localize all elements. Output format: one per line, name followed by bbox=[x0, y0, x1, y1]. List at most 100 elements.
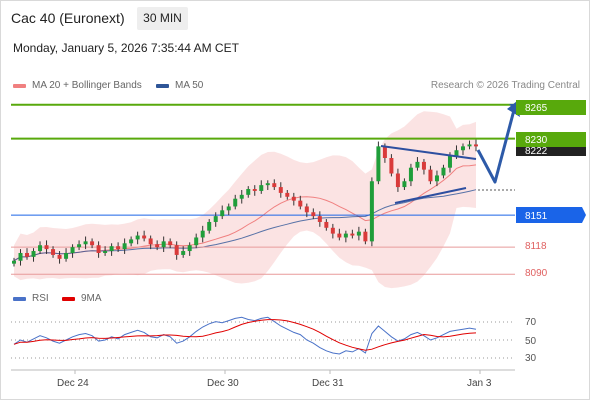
legend-rsi-ma-label: 9MA bbox=[81, 293, 102, 304]
level-label-8265: 8265 bbox=[516, 100, 586, 115]
candle bbox=[194, 233, 199, 249]
candle bbox=[324, 219, 329, 231]
timestamp: Monday, January 5, 2026 7:35:44 AM CET bbox=[13, 41, 239, 55]
candle bbox=[441, 164, 446, 179]
candle bbox=[18, 249, 23, 266]
candle bbox=[467, 140, 472, 150]
svg-text:8265: 8265 bbox=[525, 103, 548, 114]
candle bbox=[298, 195, 303, 210]
candle bbox=[200, 225, 205, 243]
x-label-jan3: Jan 3 bbox=[467, 378, 492, 389]
legend-bollinger[interactable]: MA 20 + Bollinger Bands bbox=[13, 80, 142, 91]
legend-ma50[interactable]: MA 50 bbox=[156, 80, 203, 91]
candle bbox=[311, 208, 316, 220]
price-axis-labels: 8265 8222 8230 8151 8118 8090 bbox=[516, 100, 586, 279]
candle bbox=[213, 212, 218, 227]
candle bbox=[44, 240, 49, 254]
candle bbox=[31, 248, 36, 262]
candle bbox=[187, 242, 192, 256]
candle bbox=[57, 251, 62, 264]
candle bbox=[129, 236, 134, 247]
rsi-ma-line bbox=[13, 319, 477, 351]
candle bbox=[408, 163, 413, 187]
legend-bollinger-label: MA 20 + Bollinger Bands bbox=[32, 80, 142, 91]
x-label-dec24: Dec 24 bbox=[57, 378, 89, 389]
candle bbox=[356, 226, 361, 241]
rsi-tick-30: 30 bbox=[525, 353, 537, 364]
candle bbox=[350, 229, 355, 239]
candle bbox=[317, 211, 322, 227]
timeframe-badge[interactable]: 30 MIN bbox=[137, 7, 188, 30]
candle bbox=[376, 141, 381, 185]
candle bbox=[395, 168, 400, 192]
svg-text:8230: 8230 bbox=[525, 135, 548, 146]
candle bbox=[330, 223, 335, 239]
x-label-dec30: Dec 30 bbox=[207, 378, 239, 389]
forecast-path bbox=[476, 109, 516, 184]
candle bbox=[148, 235, 153, 250]
candle bbox=[155, 240, 160, 251]
candle bbox=[168, 238, 173, 249]
price-levels bbox=[11, 103, 515, 275]
svg-text:8222: 8222 bbox=[525, 146, 548, 157]
candle bbox=[363, 228, 368, 245]
candle bbox=[70, 244, 75, 258]
candle bbox=[226, 203, 231, 216]
candle bbox=[434, 170, 439, 187]
legend-rsi[interactable]: RSI bbox=[13, 293, 49, 304]
candle bbox=[109, 243, 114, 256]
rsi-tick-70: 70 bbox=[525, 317, 537, 328]
candle bbox=[474, 139, 478, 152]
legend-rsi-label: RSI bbox=[32, 293, 49, 304]
candle bbox=[246, 186, 251, 198]
candle bbox=[460, 143, 465, 156]
candle bbox=[181, 246, 186, 258]
ma50-line bbox=[13, 189, 477, 262]
candle bbox=[233, 194, 238, 210]
ma50-swatch-icon bbox=[156, 83, 169, 88]
level-label-8222: 8222 bbox=[516, 146, 586, 157]
candle bbox=[38, 241, 43, 254]
svg-text:8151: 8151 bbox=[525, 211, 548, 222]
candle bbox=[369, 177, 374, 247]
level-label-8090: 8090 bbox=[525, 268, 548, 279]
candle bbox=[278, 182, 283, 198]
instrument-title: Cac 40 (Euronext) bbox=[11, 10, 125, 26]
candle bbox=[96, 241, 101, 258]
candle bbox=[337, 228, 342, 241]
candle bbox=[77, 240, 82, 251]
candle bbox=[83, 236, 88, 250]
rsi-tick-50: 50 bbox=[525, 336, 537, 347]
candle bbox=[421, 158, 426, 175]
candle bbox=[135, 231, 140, 245]
candle bbox=[389, 154, 394, 177]
candle bbox=[402, 178, 407, 190]
candle bbox=[90, 238, 95, 249]
bollinger-band-area bbox=[14, 111, 476, 289]
pattern-lower-line bbox=[394, 187, 467, 204]
candle bbox=[285, 189, 290, 200]
candle bbox=[265, 180, 270, 190]
candle bbox=[207, 219, 212, 234]
x-label-dec31: Dec 31 bbox=[312, 378, 344, 389]
candle bbox=[12, 257, 16, 267]
candle bbox=[291, 192, 296, 206]
candle bbox=[64, 248, 69, 262]
candle bbox=[259, 180, 264, 194]
candle bbox=[142, 230, 147, 242]
legend-rsi-ma[interactable]: 9MA bbox=[62, 293, 102, 304]
candle bbox=[122, 238, 127, 254]
price-candles bbox=[12, 139, 478, 267]
candle bbox=[116, 242, 121, 253]
level-label-8118: 8118 bbox=[525, 241, 547, 252]
candle bbox=[428, 165, 433, 185]
pattern-upper-line bbox=[380, 145, 477, 160]
candle bbox=[304, 203, 309, 218]
candle bbox=[239, 189, 244, 204]
candle bbox=[252, 185, 257, 196]
rsi-swatch-icon bbox=[13, 296, 26, 301]
candle bbox=[51, 246, 56, 258]
rsi-line bbox=[13, 316, 477, 355]
candle bbox=[220, 205, 225, 220]
